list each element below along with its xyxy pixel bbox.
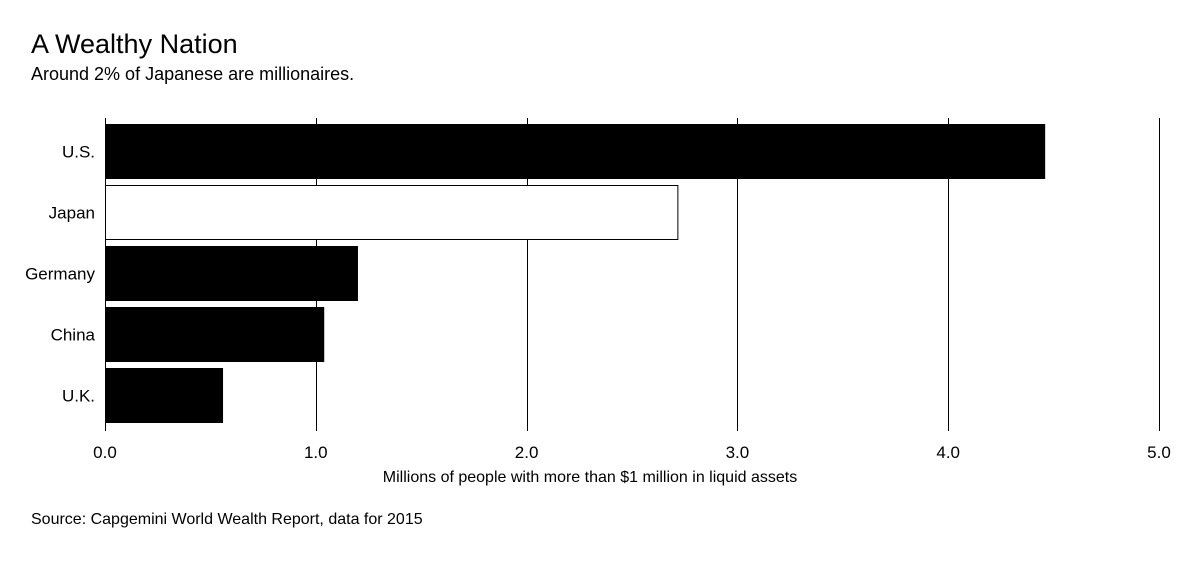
x-tick-label: 5.0	[1147, 443, 1171, 462]
x-tick-label: 0.0	[93, 443, 117, 462]
chart-subtitle: Around 2% of Japanese are millionaires.	[31, 64, 355, 84]
source-note: Source: Capgemini World Wealth Report, d…	[31, 511, 423, 528]
bar-germany	[105, 246, 358, 301]
category-label: China	[51, 326, 96, 345]
category-label: U.K.	[62, 387, 95, 406]
bar-u-k	[105, 368, 224, 423]
x-axis-label: Millions of people with more than $1 mil…	[383, 469, 797, 486]
chart-title: A Wealthy Nation	[31, 29, 238, 59]
bars	[105, 124, 1046, 423]
bar-china	[105, 307, 325, 362]
bar-japan	[105, 185, 679, 240]
category-labels: U.S. Japan Germany China U.K.	[25, 143, 95, 406]
category-label: Japan	[49, 204, 95, 223]
x-tick-label: 2.0	[515, 443, 539, 462]
x-tick-label: 1.0	[304, 443, 328, 462]
category-label: Germany	[25, 265, 95, 284]
x-tick-label: 3.0	[726, 443, 750, 462]
bar-u-s	[105, 124, 1046, 179]
category-label: U.S.	[62, 143, 95, 162]
x-tick-label: 4.0	[936, 443, 960, 462]
x-axis-ticks: 0.0 1.0 2.0 3.0 4.0 5.0	[93, 443, 1171, 462]
